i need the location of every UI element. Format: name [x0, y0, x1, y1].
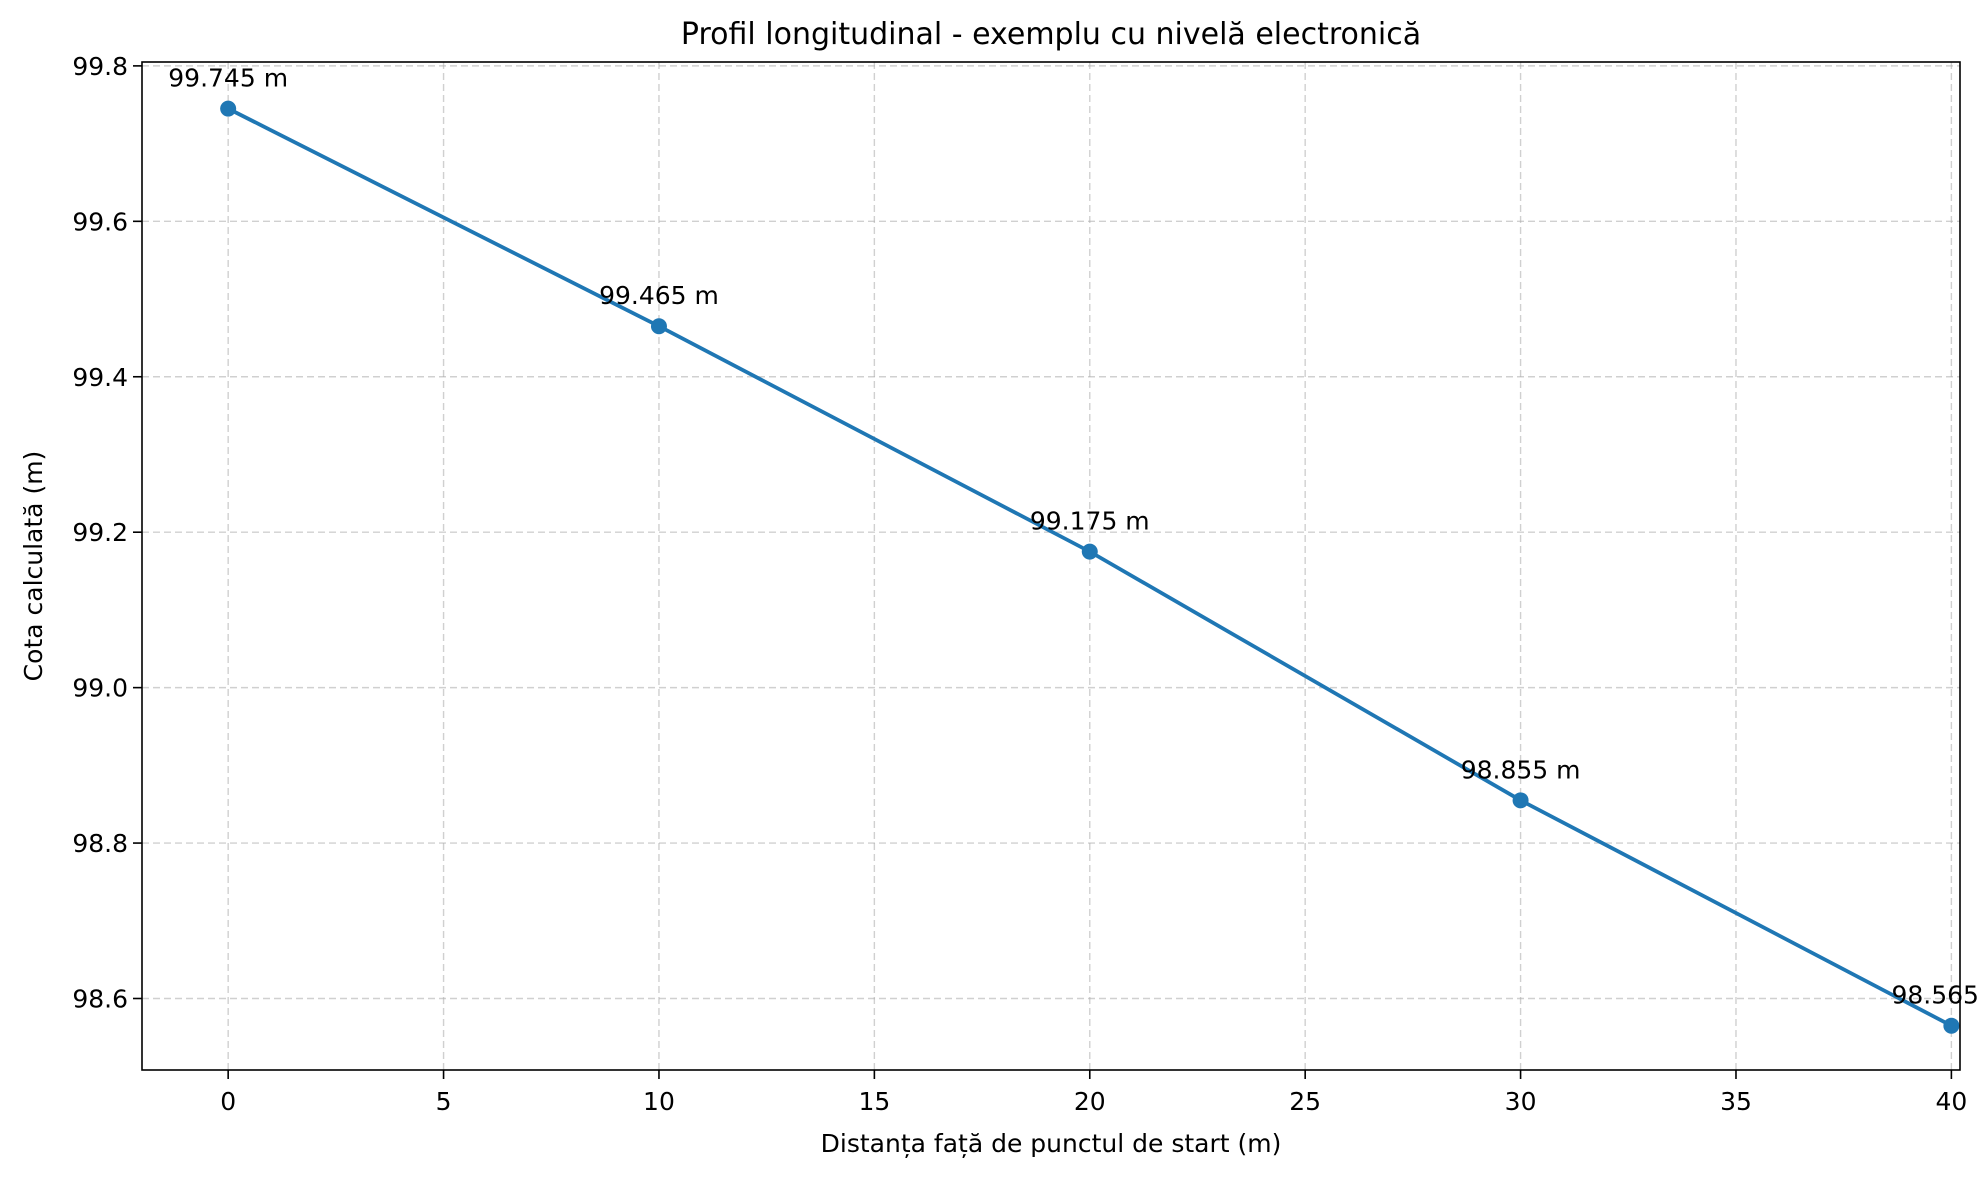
y-tick-label: 99.6	[72, 207, 128, 236]
data-point	[220, 100, 237, 117]
x-tick-label: 10	[643, 1087, 675, 1116]
data-label: 99.175 m	[1030, 507, 1150, 536]
y-tick-label: 99.0	[72, 674, 128, 703]
series-layer	[220, 100, 1960, 1034]
y-tick-label: 99.8	[72, 52, 128, 81]
data-point	[1943, 1017, 1960, 1034]
plot-frame	[141, 61, 1961, 1071]
x-tick-label: 20	[1074, 1087, 1106, 1116]
data-label: 99.465 m	[599, 281, 719, 310]
y-axis-label: Cota calculată (m)	[19, 451, 48, 682]
x-tick-label: 25	[1289, 1087, 1321, 1116]
x-tick-label: 30	[1505, 1087, 1537, 1116]
axis-ticks: 0 5 10 15 20 25 30 35 40 98.6 98.8 99.0 99.2 99.4 99.6…	[72, 52, 1967, 1116]
y-tick-label: 98.8	[72, 829, 128, 858]
data-label: 98.565 m	[1891, 981, 1980, 1010]
y-tick-label: 99.4	[72, 363, 128, 392]
data-point	[1512, 792, 1529, 809]
x-tick-label: 40	[1935, 1087, 1967, 1116]
chart-title: Profil longitudinal - exemplu cu nivelă …	[681, 17, 1421, 52]
x-tick-label: 0	[220, 1087, 236, 1116]
grid	[142, 62, 1960, 1070]
x-axis-label: Distanța față de punctul de start (m)	[821, 1129, 1282, 1158]
data-label: 99.745 m	[168, 64, 288, 93]
data-labels: 99.745 m 99.465 m 99.175 m 98.855 m 98.565 m	[168, 64, 1980, 1010]
y-tick-label: 99.2	[72, 518, 128, 547]
x-tick-label: 15	[858, 1087, 890, 1116]
data-label: 98.855 m	[1461, 755, 1581, 784]
data-point	[650, 318, 667, 335]
x-tick-label: 35	[1720, 1087, 1752, 1116]
data-point	[1081, 543, 1098, 560]
x-tick-label: 5	[436, 1087, 452, 1116]
y-tick-label: 98.6	[72, 984, 128, 1013]
